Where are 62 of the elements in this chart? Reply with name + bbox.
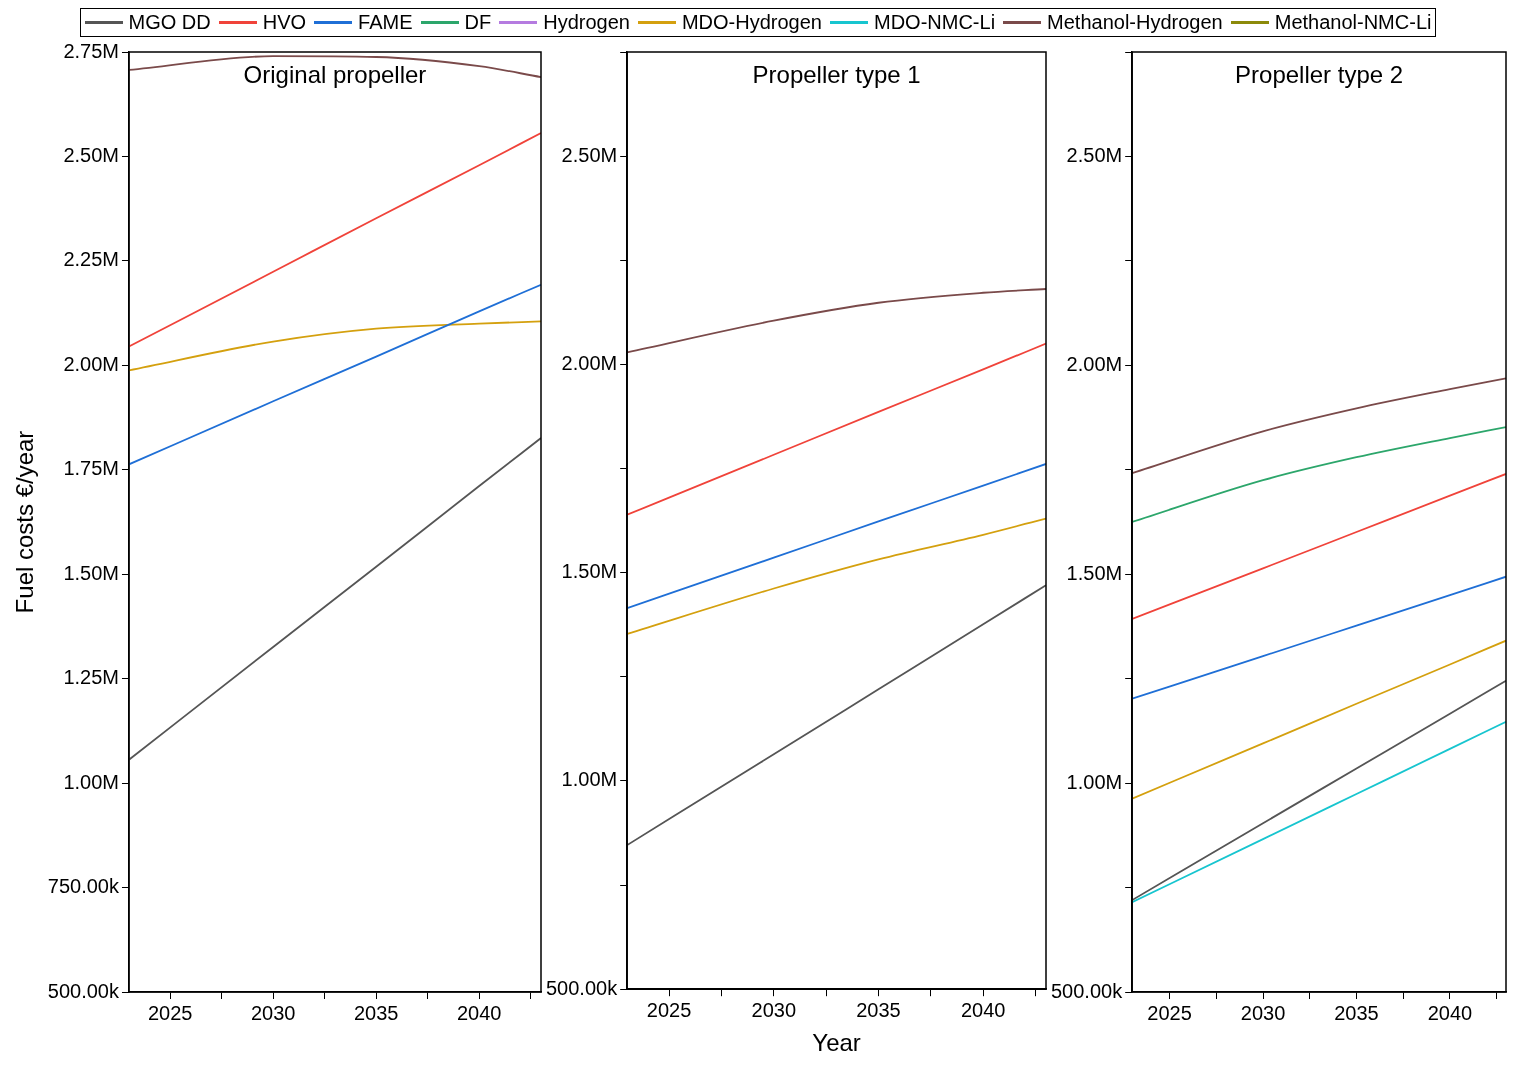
y-tick-label: 2.50M	[561, 143, 618, 166]
legend-label: Hydrogen	[543, 11, 630, 34]
legend-label: MGO DD	[128, 11, 211, 34]
y-tick-label: 1.00M	[63, 770, 119, 793]
legend-label: FAME	[358, 11, 413, 34]
x-tick-label: 2040	[960, 998, 1006, 1021]
y-tick-label: 1.50M	[63, 561, 119, 584]
x-tick-label: 2035	[1334, 1001, 1379, 1024]
y-tick-label: 500.00k	[47, 979, 120, 1002]
line-series	[128, 320, 541, 372]
line-series	[627, 584, 1046, 846]
x-tick-label: 2025	[1147, 1001, 1192, 1024]
legend-label: Methanol-Hydrogen	[1047, 11, 1223, 34]
y-tick-label: 2.25M	[63, 248, 119, 271]
line-series	[1132, 473, 1506, 620]
line-series	[128, 283, 541, 466]
y-tick-label: 1.00M	[1066, 770, 1123, 793]
x-tick-label: 2030	[751, 998, 797, 1021]
line-series	[1132, 679, 1506, 901]
legend-label: DF	[464, 11, 492, 34]
legend-label: HVO	[262, 11, 307, 34]
y-tick-label: 750.00k	[47, 875, 120, 898]
y-tick-label: 1.75M	[63, 457, 119, 480]
y-tick-label: 2.00M	[561, 351, 618, 374]
y-tick-label: 2.75M	[63, 39, 119, 62]
line-series	[1132, 575, 1506, 700]
line-series	[1132, 639, 1506, 800]
legend-label: MDO-Hydrogen	[681, 11, 822, 34]
y-tick-label: 1.50M	[1066, 561, 1123, 584]
x-tick-label: 2040	[1427, 1001, 1473, 1024]
y-tick-label: 500.00k	[1051, 979, 1124, 1002]
x-tick-label: 2025	[646, 998, 692, 1021]
line-series	[1132, 426, 1506, 523]
chart-title: Propeller type 2	[1235, 60, 1404, 88]
x-tick-label: 2035	[856, 998, 901, 1021]
x-tick-label: 2035	[353, 1001, 399, 1024]
line-series	[128, 132, 541, 348]
y-tick-label: 2.00M	[63, 352, 119, 375]
y-tick-label: 1.00M	[561, 768, 618, 791]
y-tick-label: 2.50M	[1066, 143, 1123, 166]
legend-label: Methanol-NMC-Li	[1274, 11, 1432, 34]
line-series	[627, 517, 1046, 635]
line-series	[627, 288, 1046, 354]
line-series	[1132, 377, 1506, 475]
line-series	[627, 342, 1046, 516]
y-axis-title: Fuel costs €/year	[11, 430, 39, 614]
chart-title: Propeller type 1	[752, 60, 921, 88]
line-series	[1132, 720, 1506, 904]
y-tick-label: 1.50M	[561, 560, 618, 583]
x-tick-label: 2025	[147, 1001, 193, 1024]
line-series	[128, 437, 541, 761]
x-tick-label: 2030	[1240, 1001, 1286, 1024]
legend-label: MDO-NMC-Li	[873, 11, 996, 34]
y-tick-label: 1.25M	[63, 666, 119, 689]
chart-title: Original propeller	[243, 60, 427, 88]
x-tick-label: 2030	[250, 1001, 296, 1024]
x-axis-title: Year	[812, 1029, 861, 1057]
y-tick-label: 2.50M	[63, 143, 119, 166]
x-tick-label: 2040	[456, 1001, 502, 1024]
y-tick-label: 2.00M	[1066, 352, 1123, 375]
y-tick-label: 500.00k	[546, 976, 619, 999]
line-series	[627, 463, 1046, 609]
